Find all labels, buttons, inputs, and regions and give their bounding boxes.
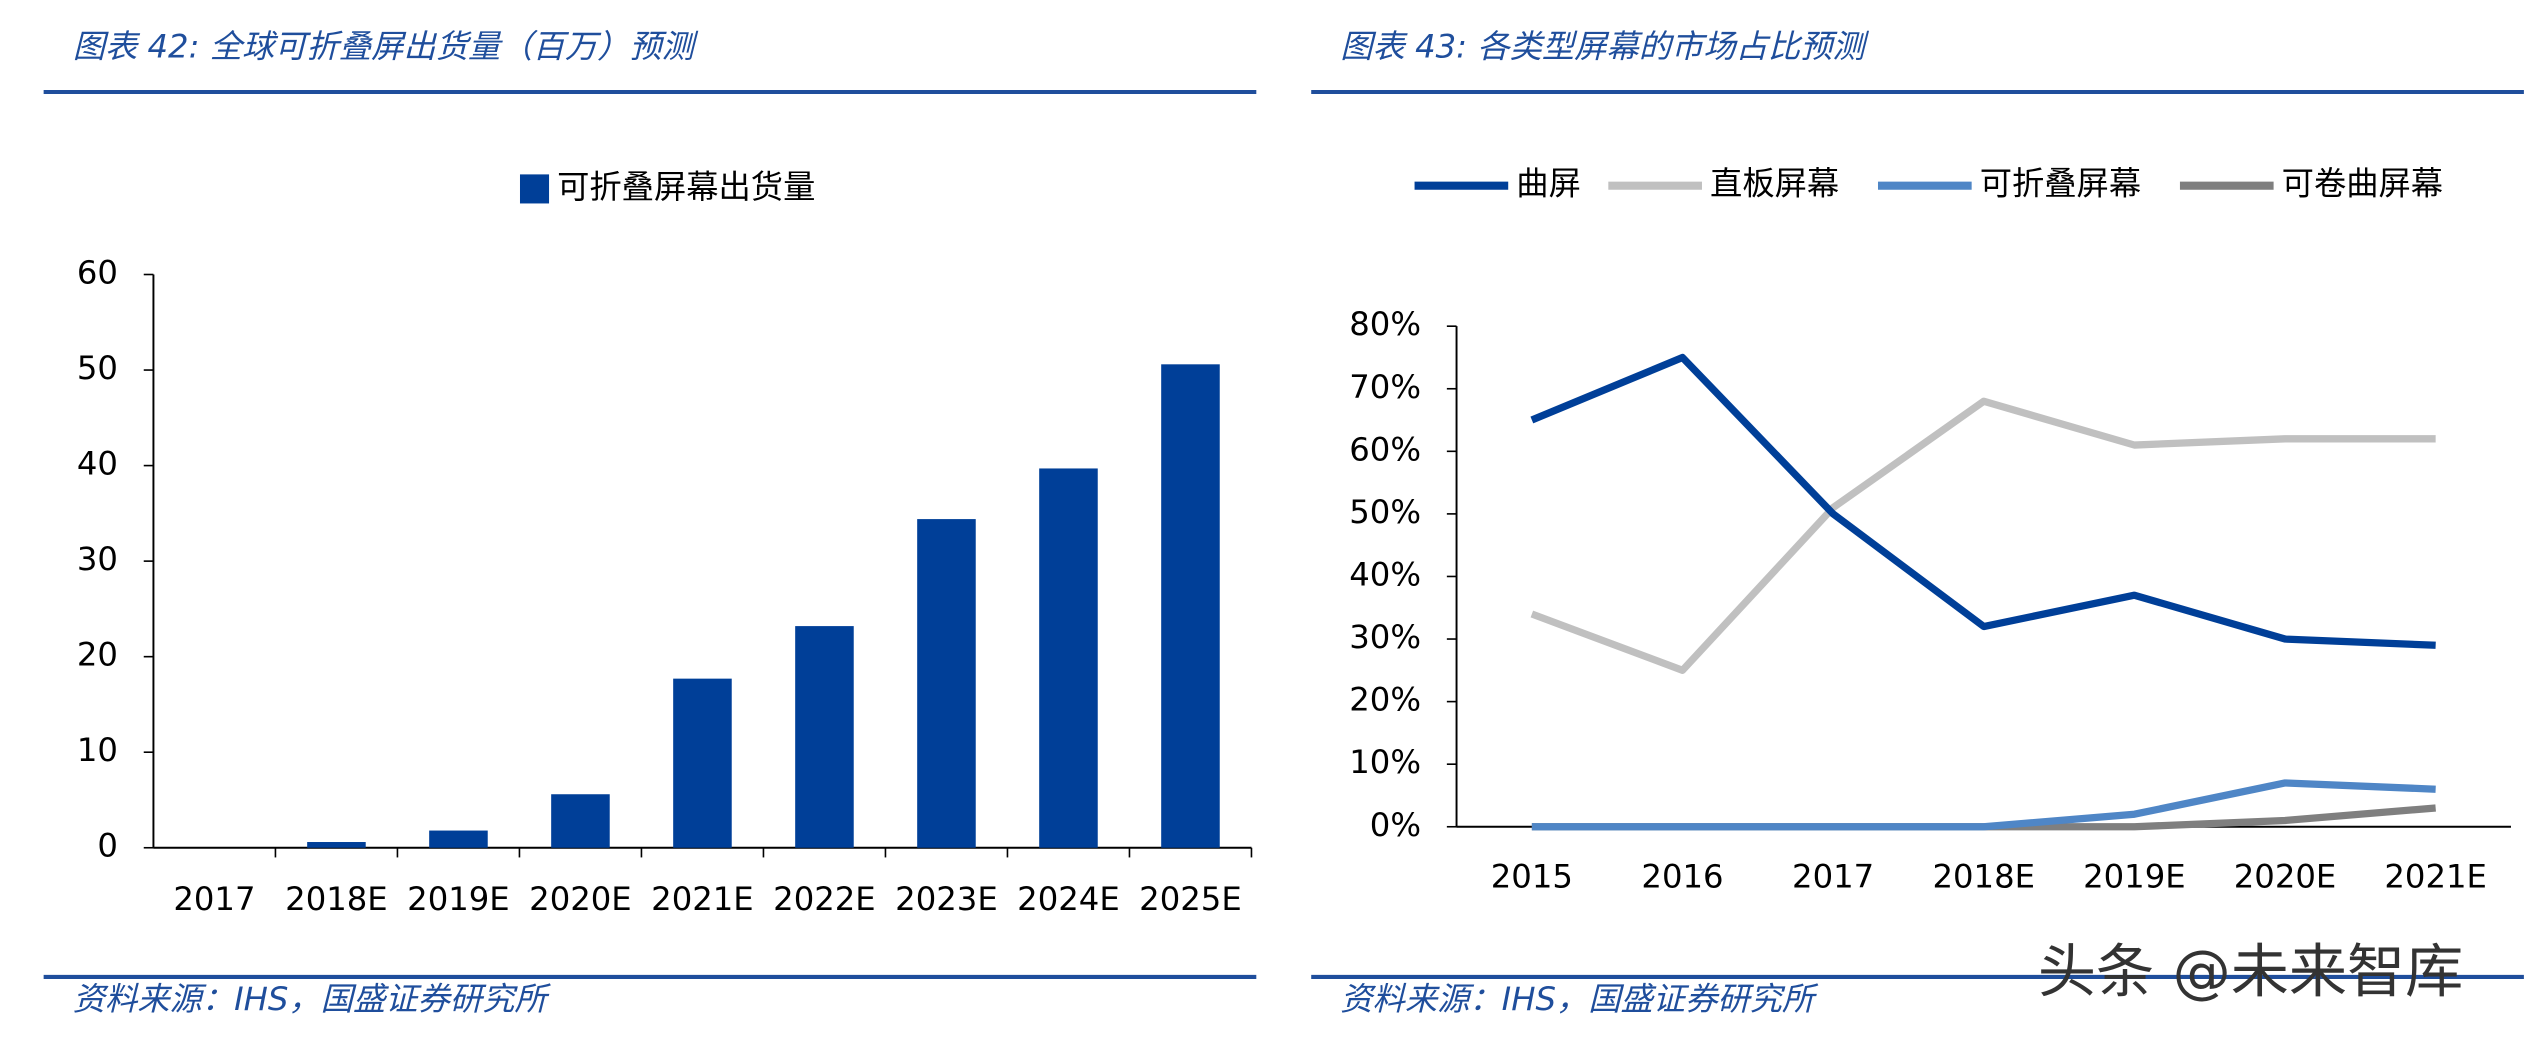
x-tick-label: 2018E xyxy=(1932,857,2035,895)
line xyxy=(1531,779,2436,831)
legend-label: 可折叠屏幕 xyxy=(1980,165,2141,203)
x-tick-label: 2020E xyxy=(2234,857,2337,895)
y-tick-label: 50% xyxy=(1349,493,1421,531)
y-tick-label: 10 xyxy=(77,731,118,769)
bar xyxy=(429,830,488,848)
y-tick-label: 40% xyxy=(1349,555,1421,593)
line xyxy=(1530,397,2436,674)
x-tick-label: 2019E xyxy=(2083,857,2186,895)
y-tick-label: 30% xyxy=(1349,618,1421,656)
line xyxy=(1530,353,2436,649)
y-tick-label: 40 xyxy=(77,445,118,483)
bar xyxy=(1161,364,1220,848)
x-tick-label: 2023E xyxy=(895,880,998,918)
source: 资料来源：IHS，国盛证券研究所 xyxy=(1340,980,1819,1018)
y-tick-label: 80% xyxy=(1349,305,1421,343)
y-tick-label: 60% xyxy=(1349,430,1421,468)
bar xyxy=(795,626,854,848)
y-tick-label: 60 xyxy=(77,254,118,292)
legend-label: 可折叠屏幕出货量 xyxy=(557,168,815,206)
legend-swatch xyxy=(519,174,550,204)
source: 资料来源：IHS，国盛证券研究所 xyxy=(73,980,552,1018)
y-tick-label: 20 xyxy=(77,636,118,674)
x-tick-label: 2016 xyxy=(1641,857,1723,895)
bar xyxy=(1039,468,1098,848)
figure-title: 图表 42: 全球可折叠屏出货量（百万）预测 xyxy=(73,27,699,65)
watermark: 头条 @未来智库 xyxy=(2038,937,2463,1005)
y-tick-label: 20% xyxy=(1349,681,1421,719)
bar xyxy=(673,678,732,848)
x-tick-label: 2019E xyxy=(407,880,510,918)
x-tick-label: 2020E xyxy=(529,880,632,918)
x-tick-label: 2022E xyxy=(773,880,876,918)
x-tick-label: 2017 xyxy=(1792,857,1874,895)
x-tick-label: 2021E xyxy=(2384,857,2487,895)
y-tick-label: 0 xyxy=(97,827,118,865)
bar xyxy=(917,519,976,848)
x-tick-label: 2018E xyxy=(285,880,388,918)
legend-label: 曲屏 xyxy=(1516,165,1581,203)
y-tick-label: 30 xyxy=(77,540,118,578)
y-tick-label: 10% xyxy=(1349,743,1421,781)
y-tick-label: 0% xyxy=(1370,806,1421,844)
figure-title: 图表 43: 各类型屏幕的市场占比预测 xyxy=(1340,27,1869,65)
legend-label: 直板屏幕 xyxy=(1710,165,1839,203)
y-tick-label: 50 xyxy=(77,349,118,387)
x-tick-label: 2015 xyxy=(1491,857,1573,895)
x-tick-label: 2025E xyxy=(1139,880,1242,918)
y-tick-label: 70% xyxy=(1349,368,1421,406)
x-tick-label: 2021E xyxy=(651,880,754,918)
bar xyxy=(551,794,610,848)
legend-label: 可卷曲屏幕 xyxy=(2282,165,2443,203)
bar xyxy=(307,842,366,848)
x-tick-label: 2017 xyxy=(173,880,255,918)
x-tick-label: 2024E xyxy=(1017,880,1120,918)
